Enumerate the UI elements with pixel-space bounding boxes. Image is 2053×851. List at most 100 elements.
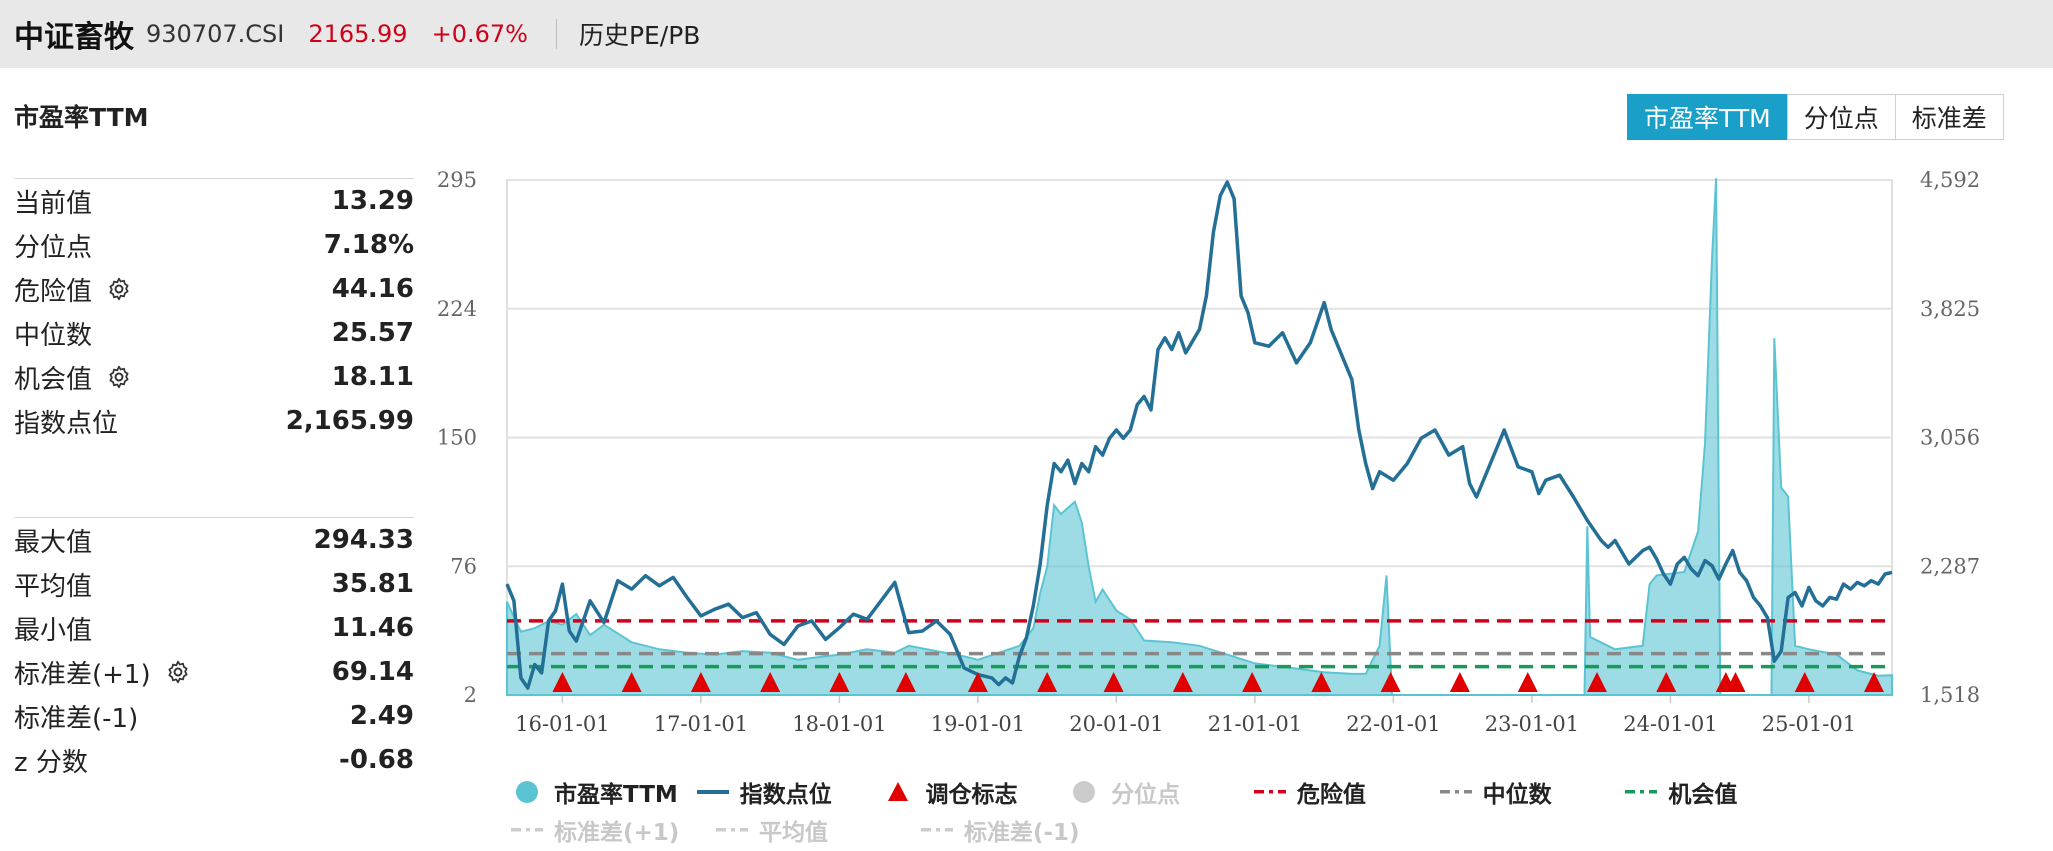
stat-row: 指数点位 2,165.99 bbox=[14, 399, 414, 443]
x-tick-label: 24-01-01 bbox=[1623, 712, 1717, 736]
rebalance-marker bbox=[760, 672, 781, 692]
legend-label: 机会值 bbox=[1668, 782, 1738, 808]
rebalance-marker bbox=[1172, 672, 1193, 692]
rebalance-marker bbox=[1863, 672, 1884, 692]
legend-symbol-icon bbox=[1439, 790, 1472, 794]
index-code: 930707.CSI bbox=[146, 20, 285, 48]
legend-label: 标准差(-1) bbox=[964, 820, 1080, 846]
legend-label: 中位数 bbox=[1482, 782, 1552, 808]
stat-label-text: 最小值 bbox=[14, 615, 93, 646]
stat-row: 中位数 25.57 bbox=[14, 311, 414, 355]
header-divider bbox=[555, 19, 557, 49]
stat-row: 当前值 13.29 bbox=[14, 179, 414, 223]
stat-value: 44.16 bbox=[331, 274, 414, 304]
y-right-tick-label: 1,518 bbox=[1920, 683, 1980, 707]
stat-value: 2.49 bbox=[349, 701, 414, 731]
rebalance-marker bbox=[1586, 672, 1607, 692]
stat-label: 平均值 bbox=[14, 566, 92, 603]
stat-row: 标准差(+1) 69.14 bbox=[14, 650, 414, 694]
legend-label: 调仓标志 bbox=[925, 782, 1018, 808]
legend-item-2[interactable]: 调仓标志 bbox=[881, 775, 1067, 809]
rebalance-marker bbox=[690, 672, 711, 692]
y-left-tick-label: 224 bbox=[437, 297, 477, 321]
stat-value: 13.29 bbox=[331, 186, 414, 216]
metric-tabs: 市盈率TTM 分位点 标准差 bbox=[1627, 94, 2004, 140]
stat-label-text: z 分数 bbox=[14, 747, 88, 778]
stat-row: 机会值 18.11 bbox=[14, 355, 414, 399]
stat-label: 标准差(+1) bbox=[14, 654, 191, 691]
rebalance-marker bbox=[967, 672, 988, 692]
legend-row: 标准差(+1) 平均值 标准差(-1) bbox=[510, 811, 1810, 849]
index-header-bar: 中证畜牧 930707.CSI 2165.99 +0.67% 历史PE/PB bbox=[0, 0, 2053, 68]
legend-item-7[interactable]: 标准差(+1) bbox=[510, 813, 715, 847]
rebalance-marker bbox=[1656, 672, 1677, 692]
legend-item-3[interactable]: 分位点 bbox=[1067, 775, 1253, 809]
index-price: 2165.99 bbox=[308, 20, 408, 48]
stat-label-text: 指数点位 bbox=[14, 408, 119, 439]
section-title: 市盈率TTM bbox=[14, 103, 149, 132]
legend-symbol-icon bbox=[516, 781, 538, 803]
stat-value: -0.68 bbox=[339, 745, 414, 775]
stat-label-text: 危险值 bbox=[14, 276, 93, 307]
index-name: 中证畜牧 bbox=[14, 20, 134, 55]
stat-label-text: 分位点 bbox=[14, 232, 93, 263]
rebalance-marker bbox=[1242, 672, 1263, 692]
legend-symbol-icon bbox=[696, 790, 729, 794]
y-right-tick-label: 3,825 bbox=[1920, 297, 1980, 321]
stat-label: 最小值 bbox=[14, 610, 92, 647]
gear-icon[interactable] bbox=[106, 364, 132, 390]
stat-value: 294.33 bbox=[313, 525, 414, 555]
rebalance-marker bbox=[1725, 672, 1746, 692]
x-tick-label: 17-01-01 bbox=[654, 712, 748, 736]
x-tick-label: 18-01-01 bbox=[792, 712, 886, 736]
rebalance-marker bbox=[552, 672, 573, 692]
stat-value: 7.18% bbox=[323, 230, 414, 260]
tab-label: 标准差 bbox=[1911, 104, 1987, 133]
stat-label: 标准差(-1) bbox=[14, 698, 138, 735]
y-right-tick-label: 3,056 bbox=[1920, 426, 1980, 450]
legend-item-4[interactable]: 危险值 bbox=[1253, 775, 1439, 809]
stat-row: 最大值 294.33 bbox=[14, 518, 414, 562]
chart-legend: 市盈率TTM 指数点位 调仓标志 分位点 危险值 中位数 机会值 标准差(+1) 平均值 标准差… bbox=[510, 773, 1810, 849]
stat-label: 危险值 bbox=[14, 271, 132, 308]
y-left-tick-label: 295 bbox=[437, 168, 477, 192]
legend-symbol-icon bbox=[921, 828, 953, 832]
rebalance-marker bbox=[1794, 672, 1815, 692]
legend-label: 危险值 bbox=[1296, 782, 1366, 808]
legend-item-0[interactable]: 市盈率TTM bbox=[510, 775, 696, 809]
rebalance-marker bbox=[1311, 672, 1332, 692]
legend-item-8[interactable]: 平均值 bbox=[715, 813, 920, 847]
rebalance-marker bbox=[1380, 672, 1401, 692]
stat-label: 最大值 bbox=[14, 522, 92, 559]
legend-label: 分位点 bbox=[1111, 782, 1181, 808]
rebalance-marker bbox=[1103, 672, 1124, 692]
x-tick-label: 19-01-01 bbox=[931, 712, 1025, 736]
pe-chart[interactable]: 2 76 150 224 295 1,518 2,287 3,056 3,825 4,592 16-… bbox=[0, 0, 2053, 770]
legend-item-6[interactable]: 机会值 bbox=[1624, 775, 1810, 809]
legend-symbol-icon bbox=[888, 782, 909, 801]
legend-item-5[interactable]: 中位数 bbox=[1439, 775, 1625, 809]
legend-symbol-icon bbox=[1253, 790, 1286, 794]
rebalance-marker bbox=[1517, 672, 1538, 692]
legend-item-1[interactable]: 指数点位 bbox=[696, 775, 882, 809]
tab-pe-ttm[interactable]: 市盈率TTM bbox=[1627, 94, 1788, 140]
legend-label: 平均值 bbox=[759, 820, 828, 846]
stat-label: 当前值 bbox=[14, 183, 92, 220]
legend-row: 市盈率TTM 指数点位 调仓标志 分位点 危险值 中位数 机会值 bbox=[510, 773, 1810, 811]
tab-std-dev[interactable]: 标准差 bbox=[1894, 94, 2004, 140]
stat-label: 指数点位 bbox=[14, 403, 118, 440]
stat-row: 平均值 35.81 bbox=[14, 562, 414, 606]
history-pe-pb-link[interactable]: 历史PE/PB bbox=[578, 21, 701, 50]
x-tick-label: 25-01-01 bbox=[1762, 712, 1856, 736]
legend-label: 指数点位 bbox=[739, 782, 832, 808]
stats-panel-summary: 最大值 294.33 平均值 35.81 最小值 11.46 标准差(+1) 69.14 标准差… bbox=[14, 517, 414, 782]
stat-value: 18.11 bbox=[331, 362, 414, 392]
gear-icon[interactable] bbox=[106, 276, 132, 302]
stat-row: z 分数 -0.68 bbox=[14, 738, 414, 782]
rebalance-marker bbox=[1037, 672, 1058, 692]
stat-row: 危险值 44.16 bbox=[14, 267, 414, 311]
rebalance-marker bbox=[1449, 672, 1470, 692]
tab-percentile[interactable]: 分位点 bbox=[1786, 94, 1896, 140]
legend-item-9[interactable]: 标准差(-1) bbox=[920, 813, 1125, 847]
gear-icon[interactable] bbox=[165, 659, 191, 685]
